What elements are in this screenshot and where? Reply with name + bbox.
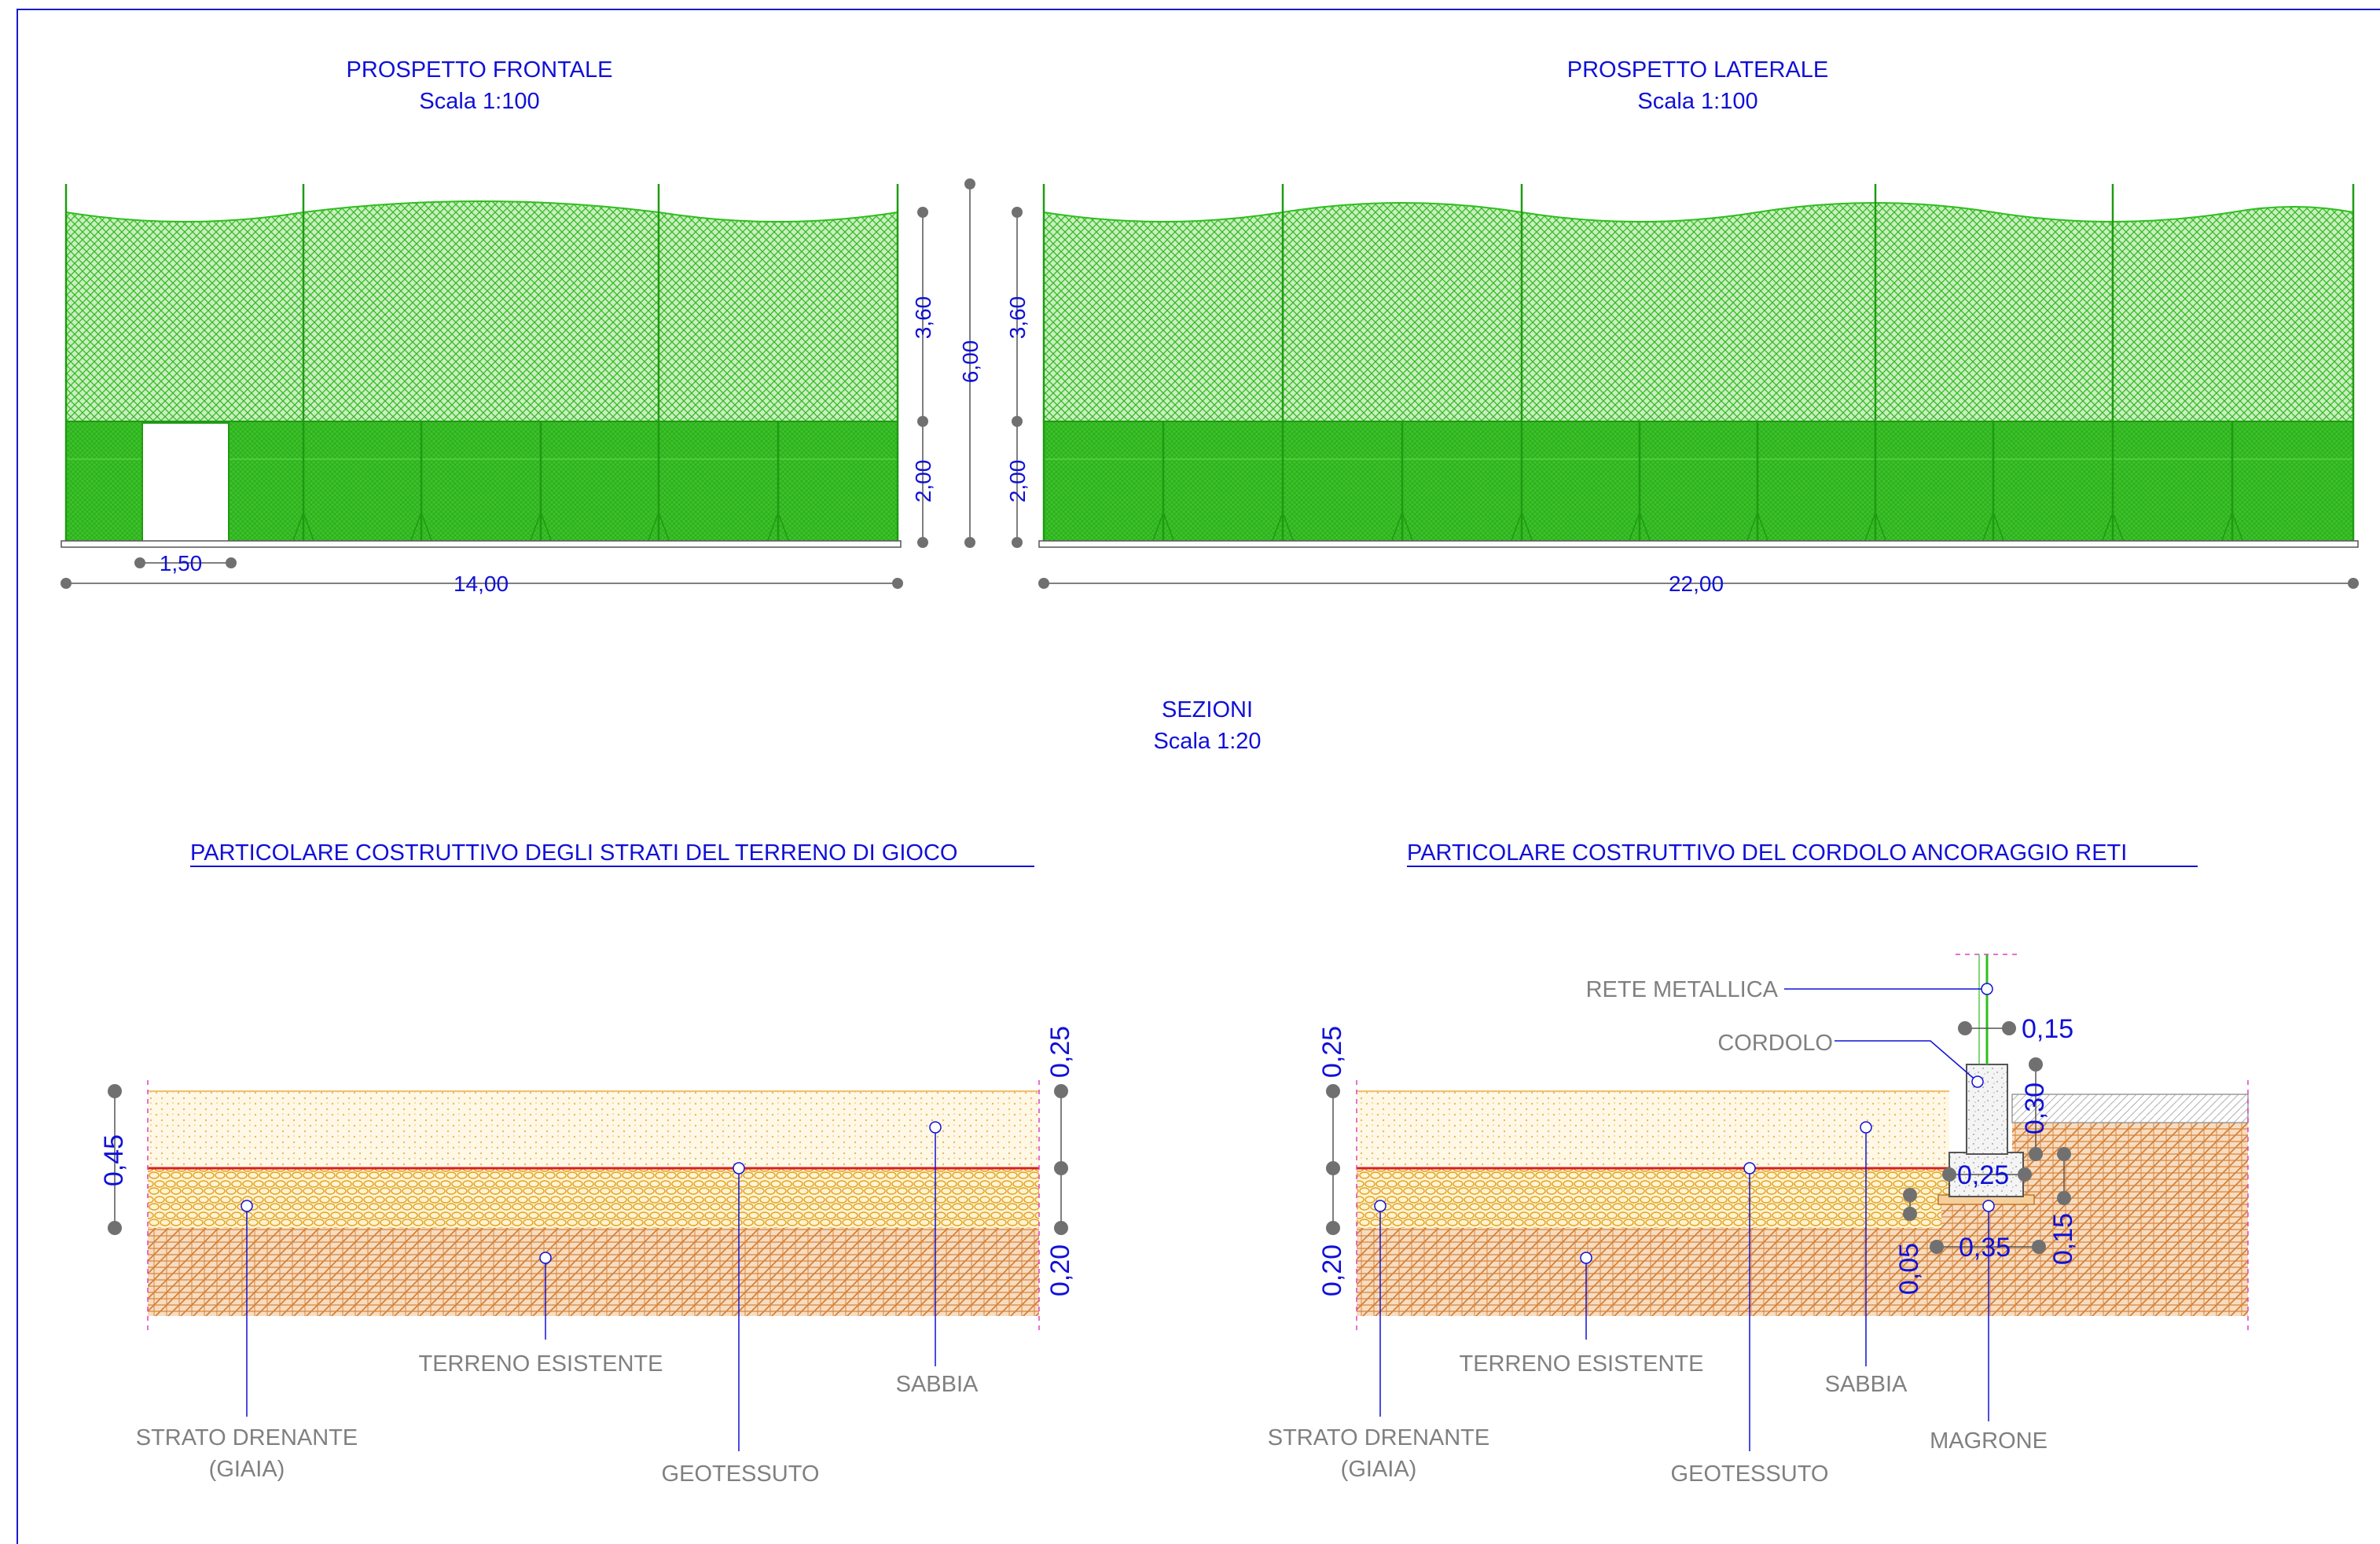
side-upper-net (1043, 202, 2354, 422)
sheet-border (17, 9, 2380, 1544)
right-label-sand: SABBIA (1825, 1372, 1908, 1397)
right-label-existing-soil: TERRENO ESISTENTE (1460, 1351, 1704, 1377)
side-view-scale: Scala 1:100 (1637, 89, 1757, 114)
left-dim-layers: 0,25 0,20 (1045, 1026, 1075, 1296)
right-label-geotextile: GEOTESSUTO (1671, 1461, 1829, 1487)
right-drain-depth: 0,20 (1317, 1244, 1347, 1296)
detail-left: PARTICOLARE COSTRUTTIVO DEGLI STRATI DEL… (99, 840, 1075, 1487)
side-view: PROSPETTO LATERALE Scala 1:100 3,60 2,00 (1005, 57, 2359, 596)
side-posts (1042, 184, 2355, 542)
right-soil-layer (1357, 1228, 2248, 1316)
footing-height: 0,15 (2048, 1213, 2078, 1265)
right-label-drain-2: (GIAIA) (1341, 1457, 1417, 1482)
footing-width: 0,35 (1959, 1233, 2011, 1263)
left-label-existing-soil: TERRENO ESISTENTE (419, 1351, 663, 1377)
front-view-title: PROSPETTO FRONTALE (347, 57, 613, 83)
front-dim-heights: 3,60 2,00 (911, 207, 935, 548)
front-upper-height: 3,60 (911, 296, 935, 340)
right-label-curb: CORDOLO (1717, 1031, 1833, 1056)
left-sand-depth: 0,25 (1045, 1026, 1075, 1078)
side-lower-net (1043, 421, 2354, 543)
right-label-drain-1: STRATO DRENANTE (1268, 1425, 1490, 1450)
detail-right-title: PARTICOLARE COSTRUTTIVO DEL CORDOLO ANCO… (1407, 840, 2127, 866)
sections-title: SEZIONI (1162, 697, 1253, 722)
side-upper-height: 3,60 (1005, 296, 1030, 340)
curb-dims: 0,15 0,30 0,25 0,35 0,15 0,05 (1894, 1014, 2078, 1295)
left-label-sand: SABBIA (896, 1372, 979, 1397)
front-total-height: 6,00 (958, 340, 982, 384)
front-total-width: 14,00 (454, 572, 509, 596)
right-label-metal-net: RETE METALLICA (1586, 977, 1779, 1002)
left-sand-layer (148, 1091, 1039, 1168)
side-dim-heights: 3,60 2,00 (1005, 207, 1030, 548)
left-drain-depth: 0,20 (1045, 1244, 1075, 1296)
side-view-title: PROSPETTO LATERALE (1567, 57, 1829, 83)
front-view-scale: Scala 1:100 (419, 89, 539, 114)
left-gravel-layer (148, 1168, 1039, 1228)
side-ground (1038, 540, 2359, 548)
left-soil-layer (148, 1228, 1039, 1316)
front-gate-width: 1,50 (160, 551, 203, 575)
right-soil-side (2012, 1123, 2248, 1228)
front-dim-width: 14,00 (61, 572, 903, 596)
right-soil-under (1941, 1203, 2020, 1228)
left-dim-total: 0,45 (99, 1084, 129, 1235)
right-pavement (2011, 1094, 2249, 1123)
front-view: PROSPETTO FRONTALE Scala 1:100 (61, 57, 982, 596)
front-posts (64, 184, 899, 542)
left-label-drain-2: (GIAIA) (209, 1457, 285, 1482)
lean-thickness: 0,05 (1894, 1243, 1924, 1295)
side-lower-height: 2,00 (1005, 460, 1030, 503)
curb-height: 0,30 (2020, 1083, 2050, 1134)
curb-top-width: 0,15 (2022, 1014, 2073, 1044)
front-lower-height: 2,00 (911, 460, 935, 503)
right-dim-layers: 0,25 0,20 (1317, 1026, 1347, 1296)
front-ground (61, 540, 902, 548)
side-dim-width: 22,00 (1038, 572, 2359, 596)
front-upper-net (65, 200, 898, 422)
right-label-lean-concrete: MAGRONE (1930, 1428, 2048, 1454)
detail-left-title: PARTICOLARE COSTRUTTIVO DEGLI STRATI DEL… (190, 840, 957, 866)
front-dim-gate: 1,50 (134, 551, 237, 575)
right-sand-depth: 0,25 (1317, 1026, 1347, 1078)
right-gravel-layer (1357, 1168, 1949, 1228)
sections-scale: Scala 1:20 (1153, 729, 1261, 754)
right-sand-layer (1357, 1091, 1949, 1168)
front-gate-opening (141, 422, 230, 543)
side-total-width: 22,00 (1669, 572, 1724, 596)
total-height-dim: 6,00 (958, 178, 982, 548)
left-total-depth: 0,45 (99, 1134, 129, 1186)
detail-right: PARTICOLARE COSTRUTTIVO DEL CORDOLO ANCO… (1268, 840, 2249, 1487)
left-label-drain-1: STRATO DRENANTE (136, 1425, 358, 1450)
left-label-geotextile: GEOTESSUTO (662, 1461, 820, 1487)
curb-base-width: 0,25 (1957, 1160, 2009, 1190)
